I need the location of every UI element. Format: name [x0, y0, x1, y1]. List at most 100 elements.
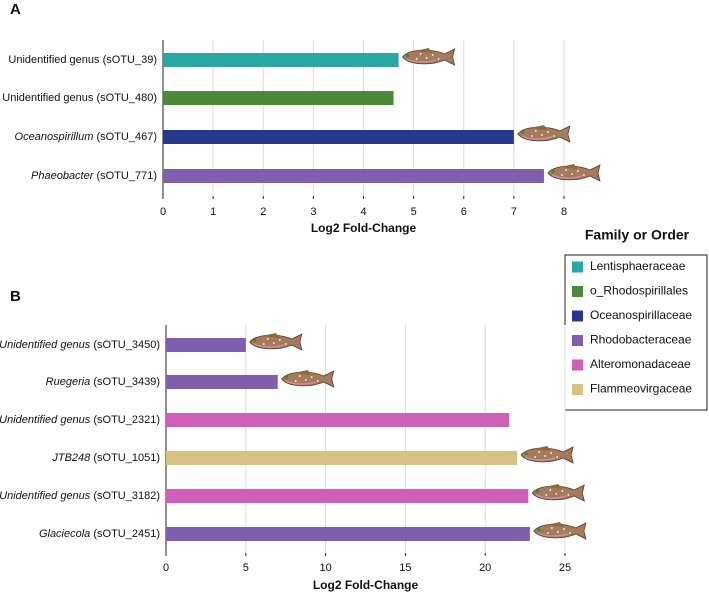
fish-spot	[284, 343, 287, 345]
fish-spot	[546, 532, 549, 534]
fish-spot	[298, 375, 301, 377]
otu: (sOTU_2451)	[93, 528, 160, 540]
fish-spot	[316, 380, 319, 382]
otu: (sOTU_39)	[103, 54, 157, 66]
fish-spot	[546, 131, 549, 133]
fish-spot	[540, 134, 543, 136]
fish-spot	[437, 58, 440, 60]
genus: Unidentified genus	[0, 490, 91, 502]
otu: (sOTU_3439)	[93, 376, 160, 388]
fish-spot	[562, 528, 565, 530]
x-tick-label: 8	[561, 206, 567, 218]
category-label: Glaciecola (sOTU_2451)	[39, 528, 160, 540]
otu: (sOTU_3182)	[93, 490, 160, 502]
fish-icon	[517, 125, 571, 143]
bar	[166, 451, 518, 465]
category-label: Oceanospirillum (sOTU_467)	[15, 131, 157, 143]
fish-spot	[555, 493, 558, 495]
fish-spot	[266, 338, 269, 340]
bar	[166, 489, 529, 503]
fish-spot	[294, 380, 297, 382]
x-tick-label: 15	[399, 562, 411, 574]
fish-spot	[530, 135, 533, 137]
fish-belly	[521, 135, 553, 140]
fish-eye	[551, 169, 555, 174]
legend-swatch	[572, 359, 583, 371]
otu: (sOTU_771)	[96, 170, 157, 182]
fish-spot	[262, 343, 265, 345]
legend-label: Flammeovirgaceae	[590, 382, 692, 396]
fish-spot	[538, 451, 541, 453]
bar	[166, 375, 278, 389]
legend-swatch	[572, 335, 583, 346]
otu: (sOTU_480)	[96, 92, 157, 104]
genus: Ruegeria	[46, 376, 91, 388]
bar	[166, 413, 510, 427]
category-label: JTB248 (sOTU_1051)	[51, 452, 160, 464]
fish-icon	[520, 446, 574, 464]
category-label: Ruegeria (sOTU_3439)	[46, 376, 160, 388]
fish-spot	[567, 494, 570, 496]
legend-label: Oceanospirillaceae	[590, 308, 692, 322]
fish-spot	[534, 456, 537, 458]
fish-spot	[310, 376, 313, 378]
fish-belly	[524, 456, 556, 461]
fish-icon	[249, 333, 303, 351]
fish-fin	[414, 48, 433, 53]
category-label: Unidentified genus (sOTU_39)	[8, 54, 157, 66]
fish-icon	[281, 370, 335, 388]
genus: Unidentified genus	[8, 54, 100, 66]
legend-swatch	[572, 261, 583, 273]
x-tick-label: 25	[559, 562, 571, 574]
category-label: Unidentified genus (sOTU_3450)	[0, 339, 160, 351]
panel-label: A	[10, 1, 21, 18]
fish-fin	[545, 522, 564, 527]
fish-eye	[521, 130, 525, 135]
fish-belly	[551, 174, 583, 179]
category-label: Phaeobacter (sOTU_771)	[31, 170, 157, 182]
bar	[163, 91, 394, 105]
x-tick-label: 5	[411, 206, 417, 218]
category-label: Unidentified genus (sOTU_2321)	[0, 414, 160, 426]
genus: JTB248	[51, 452, 91, 464]
fish-belly	[253, 343, 285, 348]
fish-spot	[278, 339, 281, 341]
fish-fin	[261, 333, 280, 338]
x-tick-label: 20	[479, 562, 491, 574]
otu: (sOTU_2321)	[93, 414, 160, 426]
x-tick-label: 2	[260, 206, 266, 218]
fish-spot	[545, 494, 548, 496]
category-label: Unidentified genus (sOTU_3182)	[0, 490, 160, 502]
otu: (sOTU_1051)	[93, 452, 160, 464]
fish-eye	[405, 53, 410, 58]
genus: Glaciecola	[39, 528, 90, 540]
x-tick-label: 0	[163, 562, 169, 574]
panel-label: B	[10, 288, 21, 305]
x-axis-label: Log2 Fold-Change	[313, 578, 419, 592]
legend-box	[564, 254, 708, 411]
x-tick-label: 10	[319, 562, 331, 574]
bar	[166, 338, 246, 352]
fish-spot	[550, 527, 553, 529]
x-axis-label: Log2 Fold-Change	[311, 221, 417, 235]
fish-spot	[561, 490, 564, 492]
fish-spot	[304, 379, 307, 381]
fish-eye	[524, 451, 528, 456]
fish-spot	[568, 532, 571, 534]
genus: Unidentified genus	[0, 414, 91, 426]
fish-spot	[549, 489, 552, 491]
bar	[163, 130, 514, 144]
genus: Phaeobacter	[31, 170, 95, 182]
legend-title: Family or Order	[585, 227, 690, 243]
fish-eye	[253, 338, 257, 343]
fish-spot	[272, 342, 275, 344]
x-tick-label: 4	[360, 206, 366, 218]
legend-swatch	[572, 310, 583, 322]
fish-fin	[544, 484, 563, 489]
fish-icon	[531, 484, 585, 502]
legend-swatch	[572, 286, 583, 297]
fish-eye	[537, 527, 541, 532]
fish-spot	[415, 58, 418, 60]
fish-spot	[583, 174, 585, 176]
